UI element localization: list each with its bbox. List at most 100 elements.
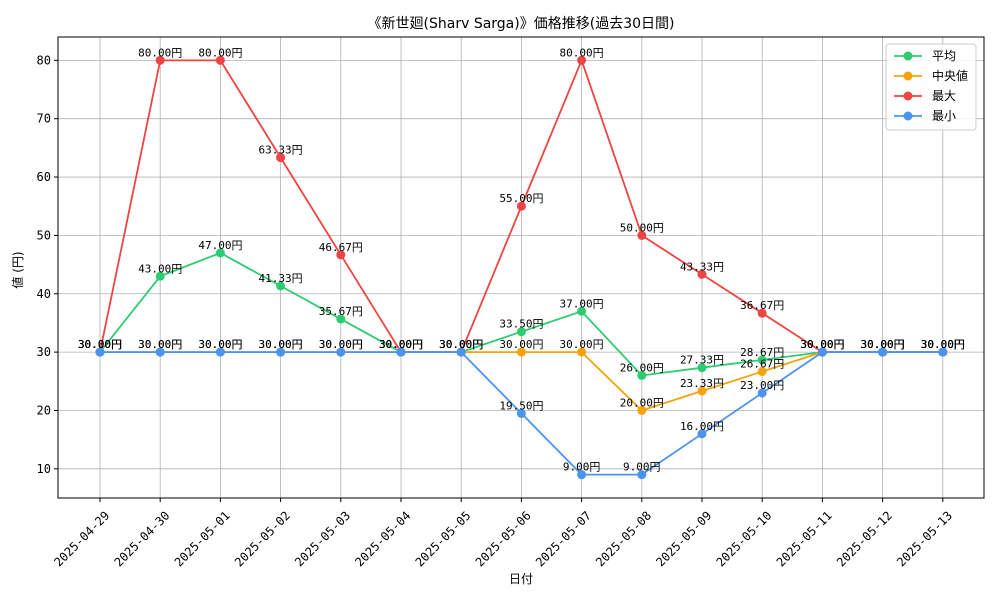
data-label: 27.33円: [680, 354, 724, 367]
data-point: [155, 55, 165, 65]
x-axis-label: 日付: [509, 572, 533, 586]
data-point: [516, 327, 526, 337]
data-label: 23.33円: [680, 377, 724, 390]
data-label: 26.67円: [740, 358, 784, 371]
y-tick-label: 20: [37, 403, 51, 417]
legend-swatch-marker: [903, 51, 913, 61]
y-tick-label: 30: [37, 345, 51, 359]
data-label: 30.00円: [800, 338, 844, 351]
legend-entry: 最大: [932, 89, 956, 103]
data-label: 30.00円: [78, 338, 122, 351]
legend-swatch-marker: [903, 91, 913, 101]
y-axis-label: 値 (円): [10, 251, 25, 288]
data-point: [516, 408, 526, 418]
data-point: [516, 201, 526, 211]
data-label: 19.50円: [499, 399, 543, 412]
data-label: 36.67円: [740, 299, 784, 312]
data-label: 30.00円: [78, 338, 122, 351]
data-label: 9.00円: [623, 461, 661, 474]
data-label: 30.00円: [921, 338, 965, 351]
data-point: [456, 347, 466, 357]
legend-entry: 中央値: [932, 68, 968, 83]
data-label: 30.00円: [800, 338, 844, 351]
data-point: [276, 347, 286, 357]
data-label: 33.50円: [499, 318, 543, 331]
data-label: 30.00円: [439, 338, 483, 351]
data-label: 30.00円: [198, 338, 242, 351]
data-label: 30.00円: [560, 338, 604, 351]
data-label: 30.00円: [499, 338, 543, 351]
data-label: 46.67円: [319, 241, 363, 254]
data-point: [577, 347, 587, 357]
data-label: 41.33円: [259, 272, 303, 285]
data-label: 30.00円: [861, 338, 905, 351]
y-tick-label: 50: [37, 228, 51, 242]
data-point: [276, 281, 286, 291]
data-point: [637, 230, 647, 240]
data-label: 30.00円: [138, 338, 182, 351]
data-label: 47.00円: [198, 239, 242, 252]
data-labels: 30.00円 43.00円 47.00円 41.33円 35.67円 30.00円 30.0…: [78, 46, 965, 473]
data-point: [577, 306, 587, 316]
data-label: 30.00円: [861, 338, 905, 351]
data-point: [697, 429, 707, 439]
data-point: [757, 355, 767, 365]
data-point: [577, 55, 587, 65]
data-label: 30.00円: [379, 338, 423, 351]
data-point: [155, 271, 165, 281]
data-point: [215, 248, 225, 258]
legend-entry: 最小: [932, 109, 956, 123]
data-label: 30.00円: [78, 338, 122, 351]
data-label: 80.00円: [198, 46, 242, 59]
data-point: [95, 347, 105, 357]
chart-title: 《新世廻(Sharv Sarga)》価格推移(過去30日間): [368, 16, 675, 32]
data-label: 80.00円: [138, 46, 182, 59]
legend-swatch-marker: [903, 111, 913, 121]
data-point: [697, 363, 707, 373]
legend-box: [885, 43, 977, 131]
data-point: [757, 308, 767, 318]
data-label: 30.00円: [439, 338, 483, 351]
data-label: 30.00円: [319, 338, 363, 351]
series-layer: [95, 55, 948, 480]
data-label: 30.00円: [800, 338, 844, 351]
y-tick-label: 10: [37, 462, 51, 476]
data-label: 30.00円: [259, 338, 303, 351]
y-tick-label: 70: [37, 112, 51, 126]
data-point: [336, 314, 346, 324]
data-point: [697, 386, 707, 396]
data-point: [215, 347, 225, 357]
data-point: [336, 250, 346, 260]
data-label: 43.33円: [680, 260, 724, 273]
y-tick-label: 40: [37, 287, 51, 301]
data-point: [878, 347, 888, 357]
legend-swatch-marker: [903, 71, 913, 81]
data-point: [336, 347, 346, 357]
data-label: 30.00円: [800, 338, 844, 351]
series-3: [95, 347, 948, 480]
data-point: [396, 347, 406, 357]
data-label: 30.00円: [138, 338, 182, 351]
data-label: 55.00円: [499, 192, 543, 205]
data-point: [697, 269, 707, 279]
data-point: [516, 347, 526, 357]
data-label: 30.00円: [439, 338, 483, 351]
data-label: 23.00円: [740, 379, 784, 392]
data-label: 30.00円: [921, 338, 965, 351]
data-label: 26.00円: [620, 361, 664, 374]
data-label: 30.00円: [379, 338, 423, 351]
data-label: 30.00円: [379, 338, 423, 351]
data-point: [215, 55, 225, 65]
data-label: 50.00円: [620, 221, 664, 234]
data-point: [155, 347, 165, 357]
data-label: 63.33円: [259, 144, 303, 157]
y-tick-label: 80: [37, 53, 51, 67]
data-label: 43.00円: [138, 262, 182, 275]
data-label: 20.00円: [620, 396, 664, 409]
y-tick-label: 60: [37, 170, 51, 184]
data-label: 28.67円: [740, 346, 784, 359]
data-label: 16.00円: [680, 420, 724, 433]
